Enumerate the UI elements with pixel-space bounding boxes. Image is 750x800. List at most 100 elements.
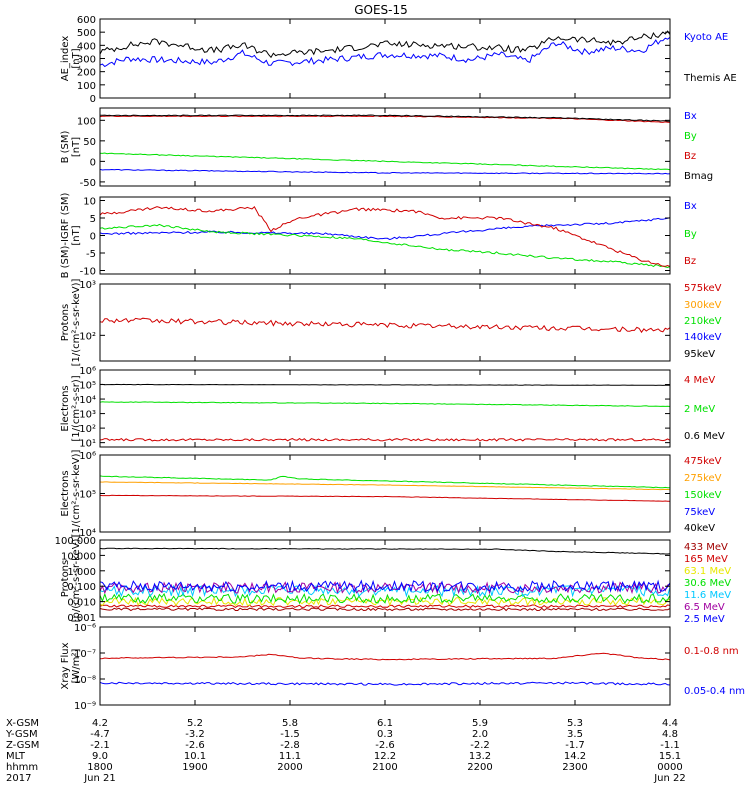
y-tick-label: 0: [90, 157, 96, 168]
panel-frame: [99, 454, 671, 533]
panel-8: 10⁻⁹ 10⁻⁸ 10⁻⁷ 10⁻⁶ Xray Flux[W/m²] 0.1-0.8 n…: [60, 623, 745, 712]
series-line-0-6-mev: [100, 383, 670, 386]
row-head: hhmm: [6, 762, 38, 773]
row-value: 0.3: [377, 729, 393, 740]
y-tick-label: 10⁶: [79, 451, 96, 462]
legend-entry-30-6-mev: 30.6 MeV: [684, 578, 731, 589]
series-line-2-mev: [100, 401, 670, 407]
y-tick-label: 300: [77, 55, 96, 66]
y-tick-label: 50: [83, 137, 96, 148]
legend-entry-6-5-mev: 6.5 MeV: [684, 602, 725, 613]
row-value: -2.2: [470, 740, 490, 751]
legend-entry-275kev: 275keV: [684, 473, 722, 484]
series-line-kyoto-ae: [100, 36, 670, 68]
legend-entry-150kev: 150keV: [684, 490, 722, 501]
series-line-575kev: [100, 317, 670, 334]
legend-entry-475kev: 475keV: [684, 456, 722, 467]
row-value: -4.7: [90, 729, 110, 740]
row-value: 2100: [372, 762, 397, 773]
panel-5: 10¹ 10² 10³ 10⁴ 10⁵ 10⁶Electrons[1/(cm²-s-sr)…: [60, 366, 725, 450]
panel-frame: [99, 18, 671, 99]
y-axis-label: B (SM)-IGRF (SM)[nT]: [60, 193, 82, 279]
legend-entry-0-05-0-4-nm: 0.05-0.4 nm: [684, 686, 745, 697]
legend-entry-by: By: [684, 131, 697, 142]
y-tick-label: 100.000: [55, 536, 96, 547]
row-head: X-GSM: [6, 718, 39, 729]
y-axis-label: Electrons[1/(cm²-s-sr-keV)]: [60, 450, 82, 538]
legend-entry-bx: Bx: [684, 111, 697, 122]
legend-entry-165-mev: 165 MeV: [684, 554, 728, 565]
y-tick-label: 10⁴: [79, 395, 96, 406]
row-value: 3.5: [567, 729, 583, 740]
series-line-0-1-0-8-nm: [100, 652, 670, 661]
y-axis-label: Protons[p/(cm²-s-sr-keV)]: [60, 535, 82, 623]
y-tick-label: -50: [80, 178, 96, 189]
legend-entry-0-6-mev: 0.6 MeV: [684, 431, 725, 442]
y-tick-label: 5: [90, 214, 96, 225]
legend-entry-themis-ae: Themis AE: [683, 73, 737, 84]
y-tick-label: 10³: [79, 410, 96, 421]
legend-entry-40kev: 40keV: [684, 523, 715, 534]
row-value: -1.7: [565, 740, 585, 751]
legend-entry-95kev: 95keV: [684, 349, 715, 360]
y-tick-label: 0: [90, 94, 96, 105]
row-value: 5.9: [472, 718, 488, 729]
series-line-165-mev: [100, 604, 670, 609]
series-line-by: [100, 223, 670, 269]
row-head: 2017: [6, 773, 31, 784]
row-value: -1.1: [660, 740, 680, 751]
row-value: 15.1: [659, 751, 681, 762]
panel-frame: [99, 283, 671, 362]
row-value: 9.0: [92, 751, 108, 762]
y-tick-label: 0: [90, 232, 96, 243]
y-tick-label: 10²: [79, 424, 96, 435]
legend-entry-bmag: Bmag: [684, 171, 713, 182]
series-line-433-mev: [100, 607, 670, 612]
series-line-bmag: [100, 114, 670, 122]
series-line-by: [100, 152, 670, 171]
legend-entry-2-5-mev: 2.5 MeV: [684, 614, 725, 625]
y-tick-label: 10⁻⁶: [74, 623, 96, 634]
legend-entry-63-1-mev: 63.1 MeV: [684, 566, 731, 577]
y-axis-label: B (SM)[nT]: [60, 130, 82, 163]
row-head: Z-GSM: [6, 740, 39, 751]
series-line-6-5-mev: [100, 581, 670, 595]
row-head: Y-GSM: [5, 729, 38, 740]
legend-entry-2-mev: 2 MeV: [684, 404, 715, 415]
legend-entry-4-mev: 4 MeV: [684, 375, 715, 386]
series-line-bz: [100, 115, 670, 123]
panel-2-traces: [100, 114, 670, 175]
legend-entry-0-1-0-8-nm: 0.1-0.8 nm: [684, 646, 739, 657]
legend-entry-210kev: 210keV: [684, 316, 722, 327]
y-tick-label: 10⁶: [79, 366, 96, 377]
legend-entry-140kev: 140keV: [684, 332, 722, 343]
legend-entry-11-6-mev: 11.6 MeV: [684, 590, 731, 601]
series-line-themis-ae: [100, 30, 670, 59]
legend-entry-by: By: [684, 229, 697, 240]
series-line-275kev: [100, 481, 670, 491]
panel-frame: [99, 107, 671, 187]
y-axis-label: Xray Flux[W/m²]: [60, 642, 82, 689]
row-value: 13.2: [469, 751, 491, 762]
row-value: 0000: [657, 762, 682, 773]
legend-entry-75kev: 75keV: [684, 507, 715, 518]
series-line-bz: [100, 206, 670, 267]
row-value: 2300: [562, 762, 587, 773]
y-tick-label: -5: [86, 249, 96, 260]
y-tick-label: 10⁵: [79, 490, 96, 501]
panel-2: -50 0 50 100 B (SM)[nT] Bx By Bz Bmag: [60, 107, 713, 189]
series-line-210kev: [100, 227, 670, 244]
legend-entry-433-mev: 433 MeV: [684, 542, 728, 553]
legend-entry-575kev: 575keV: [684, 283, 722, 294]
row-value: 4.2: [92, 718, 108, 729]
y-tick-label: 0.100: [67, 582, 96, 593]
y-tick-label: 10⁵: [79, 381, 96, 392]
row-value: -2.1: [90, 740, 110, 751]
y-tick-label: 400: [77, 41, 96, 52]
y-tick-label: 10: [83, 197, 96, 208]
legend-entry-bx: Bx: [684, 201, 697, 212]
